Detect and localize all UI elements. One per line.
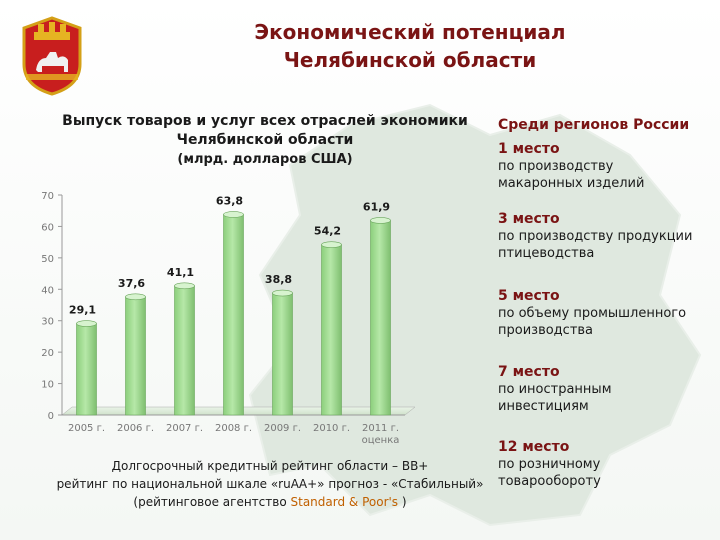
x-tick-label: 2006 г. bbox=[117, 423, 154, 434]
bar-top bbox=[174, 282, 195, 290]
rating-line-2: рейтинг по национальной шкале «ruАА+» пр… bbox=[56, 477, 484, 491]
chelyabinsk-coat-of-arms-icon bbox=[22, 16, 82, 96]
rating-agency-name: Standard & Poor's bbox=[290, 495, 399, 509]
ranking-description: по объему промышленного производства bbox=[498, 306, 687, 338]
ranking-item: 1 место по производству макаронных издел… bbox=[498, 141, 713, 192]
x-tick-label: 2010 г. bbox=[313, 423, 350, 434]
title-line-1: Экономический потенциал bbox=[254, 20, 566, 44]
x-tick-label: 2007 г. bbox=[166, 423, 203, 434]
chart-heading-line-1: Выпуск товаров и услуг всех отраслей эко… bbox=[62, 113, 468, 129]
bar-value-label: 54,2 bbox=[314, 225, 341, 238]
x-tick-label: 2009 г. bbox=[264, 423, 301, 434]
y-tick-label: 10 bbox=[41, 380, 54, 391]
bar bbox=[76, 323, 97, 416]
bar-value-label: 29,1 bbox=[69, 304, 96, 317]
bar-top bbox=[370, 217, 391, 224]
bar bbox=[321, 244, 342, 416]
bar bbox=[223, 214, 244, 416]
page-title: Экономический потенциал Челябинской обла… bbox=[160, 18, 660, 74]
chart-unit-label: (млрд. долларов США) bbox=[177, 152, 353, 167]
ranking-description: по розничному товарообороту bbox=[498, 457, 601, 489]
bar-value-label: 61,9 bbox=[363, 200, 390, 213]
y-tick-label: 60 bbox=[41, 222, 54, 233]
ranking-item: 12 место по розничному товарообороту bbox=[498, 439, 713, 490]
bar-value-label: 37,6 bbox=[118, 277, 145, 290]
bar-top bbox=[223, 211, 244, 218]
bar-top bbox=[272, 289, 293, 297]
ranking-description: по производству макаронных изделий bbox=[498, 159, 645, 191]
bar-top bbox=[125, 293, 146, 301]
x-tick-label: 2011 г. bbox=[362, 423, 399, 434]
ranking-description: по производству продукции птицеводства bbox=[498, 229, 693, 261]
rating-line-3-suffix: ) bbox=[398, 495, 407, 509]
bar-value-label: 41,1 bbox=[167, 266, 194, 279]
ranking-heading: Среди регионов России bbox=[498, 117, 690, 133]
bar-top bbox=[321, 241, 342, 248]
output-bar-chart: 0 10 20 30 40 50 60 70 29,1 2005 г. 37,6 2006 г. 41,… bbox=[41, 191, 416, 446]
y-tick-label: 50 bbox=[41, 254, 54, 265]
bar-value-label: 38,8 bbox=[265, 273, 292, 286]
y-tick-label: 0 bbox=[48, 411, 54, 422]
x-tick-note: оценка bbox=[362, 435, 400, 446]
y-tick-label: 70 bbox=[41, 191, 54, 202]
ranking-item: 7 место по иностранным инвестициям bbox=[498, 364, 713, 415]
chart-heading: Выпуск товаров и услуг всех отраслей эко… bbox=[40, 112, 490, 150]
ranking-place: 3 место bbox=[498, 211, 560, 227]
ranking-item: 3 место по производству продукции птицев… bbox=[498, 211, 713, 262]
credit-rating-note: Долгосрочный кредитный рейтинг области –… bbox=[50, 457, 490, 511]
ranking-place: 12 место bbox=[498, 439, 570, 455]
x-tick-label: 2005 г. bbox=[68, 423, 105, 434]
ranking-description: по иностранным инвестициям bbox=[498, 382, 612, 414]
ranking-place: 1 место bbox=[498, 141, 560, 157]
ranking-item: 5 место по объему промышленного производ… bbox=[498, 288, 713, 339]
bar bbox=[370, 220, 391, 416]
ranking-place: 7 место bbox=[498, 364, 560, 380]
x-tick-label: 2008 г. bbox=[215, 423, 252, 434]
rating-line-3-prefix: (рейтинговое агентство bbox=[133, 495, 291, 509]
title-line-2: Челябинской области bbox=[283, 48, 537, 72]
bar-value-label: 63,8 bbox=[216, 194, 243, 207]
bar bbox=[174, 285, 195, 416]
rating-line-3: (рейтинговое агентство Standard & Poor's… bbox=[50, 493, 490, 511]
y-tick-label: 20 bbox=[41, 348, 54, 359]
y-tick-label: 40 bbox=[41, 285, 54, 296]
bar bbox=[125, 296, 146, 416]
chart-heading-line-2: Челябинской области bbox=[176, 132, 354, 148]
bar-top bbox=[76, 320, 97, 327]
rating-line-1: Долгосрочный кредитный рейтинг области –… bbox=[111, 459, 429, 473]
ranking-place: 5 место bbox=[498, 288, 560, 304]
y-tick-label: 30 bbox=[41, 317, 54, 328]
bar bbox=[272, 292, 293, 416]
